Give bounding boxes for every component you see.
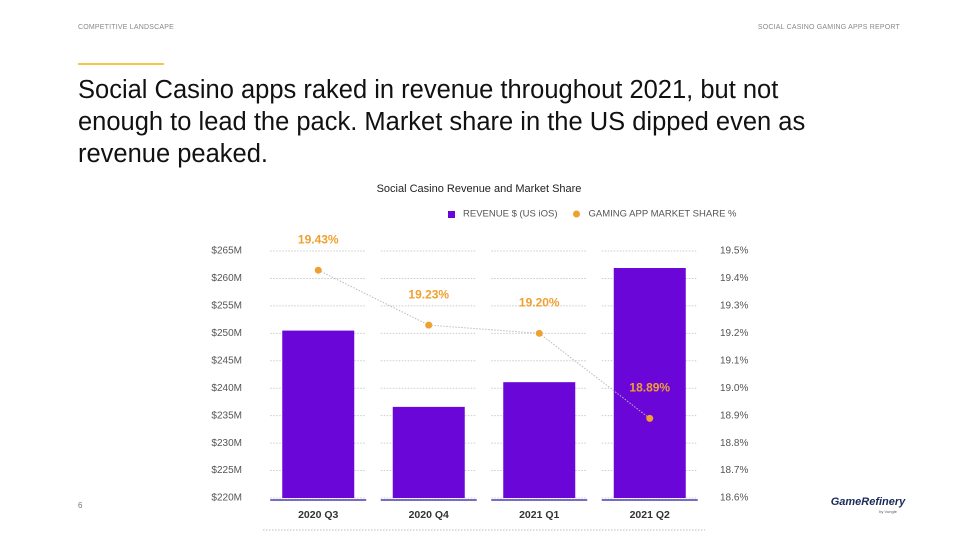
y-tick-label: $265M — [211, 246, 242, 257]
y2-tick-label: 19.0% — [720, 383, 748, 394]
y2-tick-label: 18.8% — [720, 438, 748, 449]
bar — [613, 268, 686, 498]
y-tick-label: $235M — [211, 410, 242, 421]
chart-title: Social Casino Revenue and Market Share — [377, 183, 582, 195]
y2-tick-label: 19.1% — [720, 355, 748, 366]
data-label: 19.43% — [298, 232, 339, 246]
y-tick-label: $240M — [211, 383, 242, 394]
y2-tick-label: 19.3% — [720, 301, 748, 312]
page-number: 6 — [78, 501, 83, 510]
data-label: 19.20% — [519, 296, 560, 310]
x-tick-label: 2020 Q3 — [298, 509, 338, 521]
y-tick-label: $230M — [211, 438, 242, 449]
y-tick-label: $220M — [211, 493, 242, 504]
legend-label: GAMING APP MARKET SHARE % — [589, 209, 738, 220]
section-label: COMPETITIVE LANDSCAPE — [78, 24, 174, 31]
data-label: 18.89% — [629, 381, 670, 395]
accent-line — [78, 63, 164, 65]
legend-swatch — [448, 211, 455, 218]
y2-tick-label: 19.2% — [720, 328, 748, 339]
y-tick-label: $250M — [211, 328, 242, 339]
line — [318, 269, 651, 419]
legend-label: REVENUE $ (US iOS) — [463, 209, 558, 220]
point — [425, 321, 433, 329]
report-label: SOCIAL CASINO GAMING APPS REPORT — [757, 24, 900, 31]
point — [535, 329, 543, 337]
x-tick-label: 2021 Q2 — [630, 509, 670, 521]
y2-tick-label: 18.9% — [720, 410, 748, 421]
y2-tick-label: 18.7% — [720, 465, 748, 476]
y-tick-label: $260M — [211, 273, 242, 284]
logo: GameRefinery — [831, 496, 906, 508]
point — [646, 414, 654, 422]
bar — [392, 406, 465, 498]
y2-tick-label: 18.6% — [720, 493, 748, 504]
x-tick-label: 2021 Q1 — [519, 509, 559, 521]
headline: Social Casino apps raked in revenue thro… — [78, 76, 806, 168]
data-label: 19.23% — [408, 287, 449, 301]
bar — [503, 382, 576, 498]
y-tick-label: $245M — [211, 355, 242, 366]
logo-sub: by Vungle — [879, 509, 897, 514]
y2-tick-label: 19.5% — [720, 246, 748, 257]
y-tick-label: $255M — [211, 301, 242, 312]
legend-swatch — [573, 210, 580, 218]
y-tick-label: $225M — [211, 465, 242, 476]
bar — [282, 330, 355, 498]
point — [314, 266, 322, 274]
x-tick-label: 2020 Q4 — [409, 509, 449, 521]
y2-tick-label: 19.4% — [720, 273, 748, 284]
